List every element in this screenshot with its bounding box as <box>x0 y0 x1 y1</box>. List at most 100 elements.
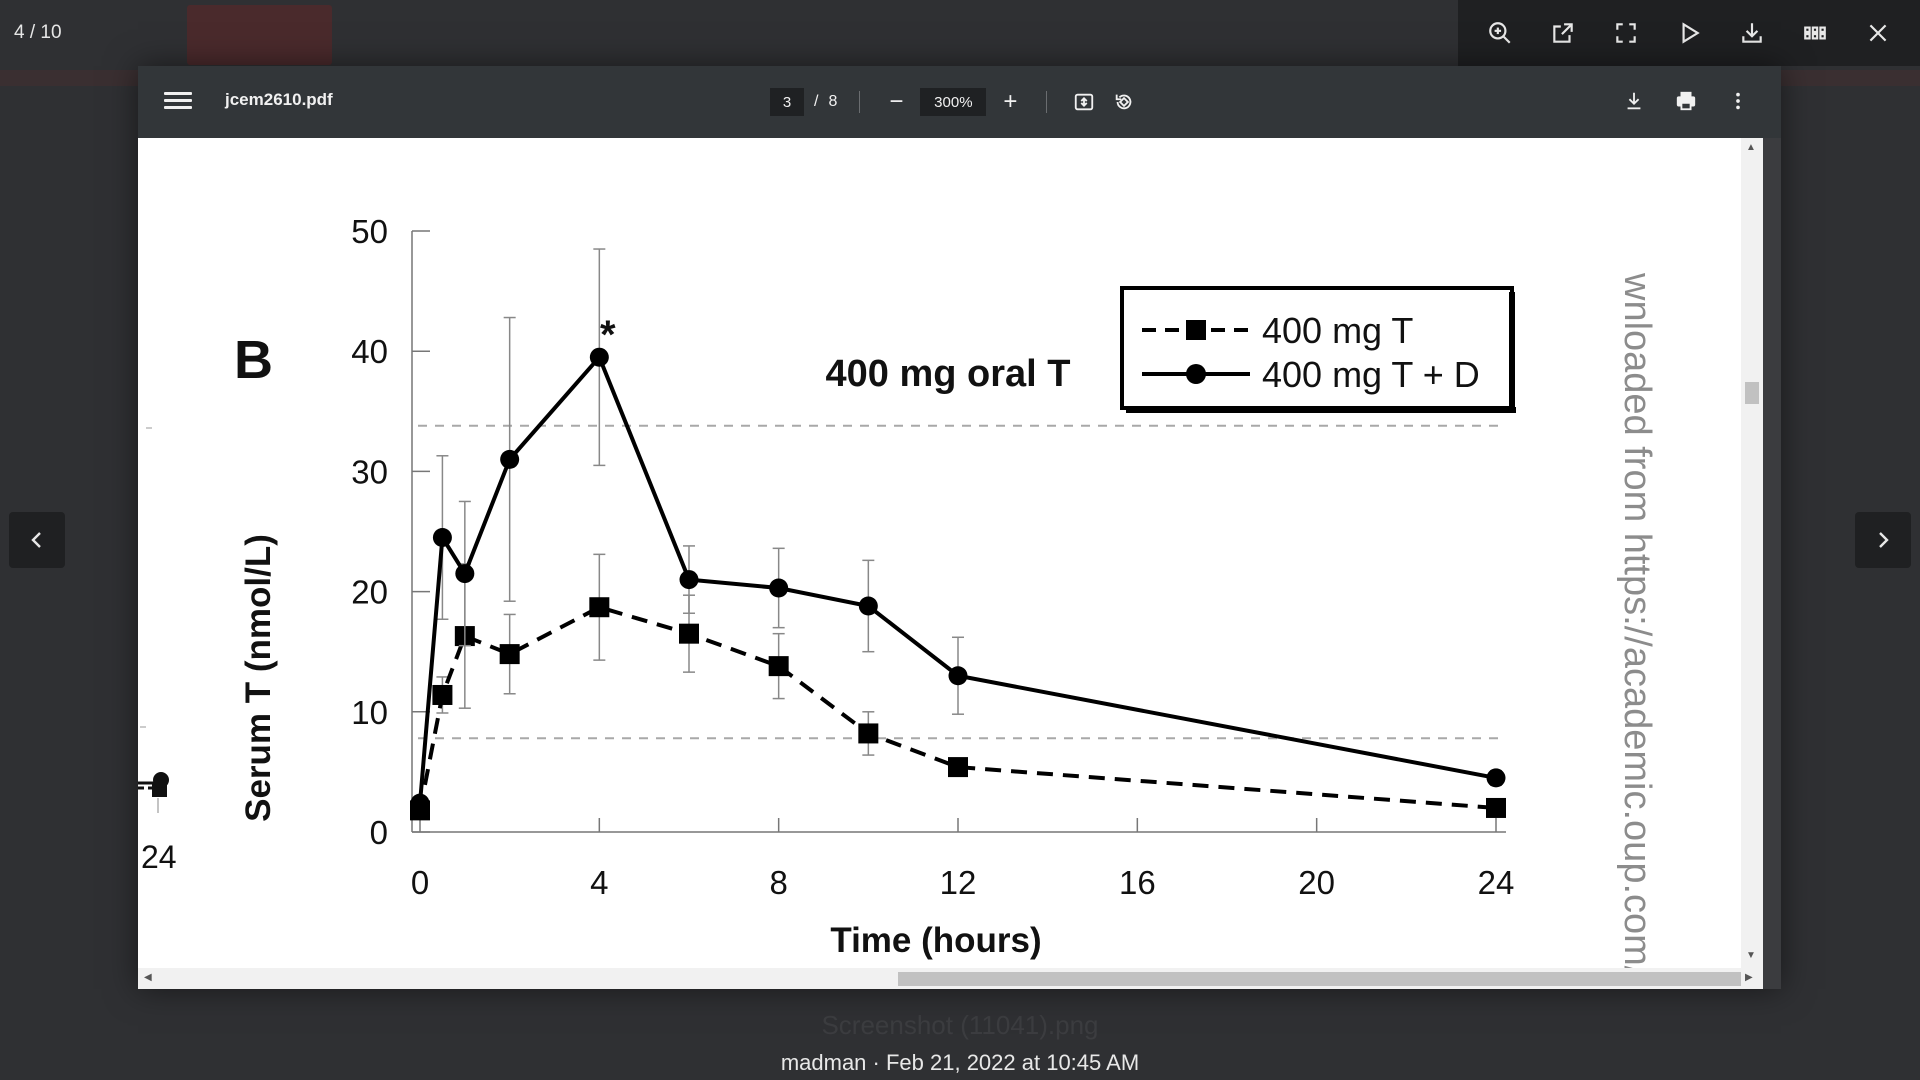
chart-title: 400 mg oral T <box>826 353 1071 395</box>
y-tick-label: 40 <box>351 333 388 370</box>
scroll-right-arrow[interactable]: ▶ <box>1745 972 1753 983</box>
toolbar-divider <box>1046 91 1048 113</box>
data-point-circle <box>410 793 430 813</box>
thumbnails-button[interactable] <box>1793 11 1837 55</box>
data-point-circle <box>948 666 968 686</box>
data-point-circle <box>1486 768 1506 788</box>
zoom-in-button[interactable] <box>1478 11 1522 55</box>
menu-button[interactable] <box>164 88 192 116</box>
panel-label: B <box>234 330 273 390</box>
data-point-circle <box>769 578 789 598</box>
close-button[interactable] <box>1856 11 1900 55</box>
toolbar-divider <box>859 91 861 113</box>
download-icon <box>1627 92 1641 110</box>
legend-marker-square <box>1186 320 1206 340</box>
data-point-circle <box>679 570 699 590</box>
y-tick-label: 0 <box>370 814 388 851</box>
next-image-button[interactable] <box>1855 512 1911 568</box>
series-line <box>418 353 1497 804</box>
y-axis-label: Serum T (nmol/L) <box>239 534 278 822</box>
pdf-filename: jcem2610.pdf <box>225 90 333 109</box>
x-tick-label: 16 <box>1119 864 1156 901</box>
pdf-right-tools <box>1619 86 1753 116</box>
close-icon <box>1870 24 1887 42</box>
y-tick-label: 50 <box>351 213 388 250</box>
horizontal-scroll-thumb[interactable] <box>898 972 1741 986</box>
significance-marker: * <box>600 313 616 357</box>
download-icon <box>1742 23 1762 43</box>
rotate-button[interactable] <box>1109 87 1139 117</box>
previous-image-button[interactable] <box>9 512 65 568</box>
lightbox-toolbar <box>1458 0 1920 66</box>
scroll-up-arrow[interactable]: ▲ <box>1746 142 1756 153</box>
grid-icon <box>1804 26 1827 40</box>
series-t-plus-d <box>410 248 1506 813</box>
y-tick-label: 10 <box>351 694 388 731</box>
data-point-square <box>432 684 453 705</box>
zoom-in-button[interactable]: + <box>1003 88 1018 115</box>
pdf-toolbar: jcem2610.pdf / 8 − + <box>138 66 1781 138</box>
menu-icon-bar <box>164 92 192 95</box>
series-line <box>418 605 1497 811</box>
fullscreen-button[interactable] <box>1604 11 1648 55</box>
open-external-icon <box>1552 23 1573 43</box>
fit-page-button[interactable] <box>1069 87 1099 117</box>
rotate-icon <box>1116 94 1132 110</box>
series-layer <box>410 248 1506 821</box>
image-caption: madman · Feb 21, 2022 at 10:45 AM <box>780 1050 1140 1075</box>
x-tick-label: 20 <box>1298 864 1335 901</box>
print-icon <box>1676 91 1696 111</box>
image-counter: 4 / 10 <box>14 22 62 43</box>
data-point-circle <box>455 564 475 584</box>
scroll-down-arrow[interactable]: ▼ <box>1746 950 1756 961</box>
horizontal-scrollbar[interactable]: ◀ ▶ <box>138 968 1763 989</box>
vertical-scroll-thumb[interactable] <box>1745 382 1759 404</box>
print-button[interactable] <box>1671 86 1701 116</box>
legend-box <box>1120 286 1514 410</box>
fit-page-icon <box>1075 93 1094 111</box>
data-point-circle <box>500 449 520 469</box>
data-point-circle <box>858 596 878 616</box>
y-tick-label: 30 <box>351 453 388 490</box>
chevron-left-icon <box>31 532 41 548</box>
legend-label: 400 mg T <box>1262 310 1413 351</box>
more-options-button[interactable] <box>1723 86 1753 116</box>
scroll-left-arrow[interactable]: ◀ <box>144 972 152 983</box>
page-number-input[interactable] <box>770 88 804 116</box>
legend-marker-circle <box>1186 364 1206 384</box>
pk-chart: 24 B * 400 mg oral T Time (hours) Serum … <box>138 213 1658 968</box>
data-point-square <box>589 597 610 618</box>
more-vertical-icon <box>1736 92 1740 110</box>
data-point-square <box>1486 797 1506 818</box>
background-caption: Screenshot (11041).png <box>821 1010 1099 1040</box>
data-point-square <box>768 656 789 677</box>
series-t <box>410 553 1506 821</box>
page-total: 8 <box>828 93 838 110</box>
x-tick-label: 8 <box>769 864 787 901</box>
zoom-level-input[interactable] <box>920 88 987 116</box>
menu-icon-bar <box>164 106 192 109</box>
pdf-download-button[interactable] <box>1619 86 1649 116</box>
pdf-viewer: jcem2610.pdf / 8 − + <box>138 66 1781 989</box>
download-button[interactable] <box>1730 11 1774 55</box>
pdf-page: 24 B * 400 mg oral T Time (hours) Serum … <box>138 138 1741 968</box>
x-tick-label: 24 <box>1478 864 1515 901</box>
open-external-button[interactable] <box>1541 11 1585 55</box>
fullscreen-icon <box>1616 23 1636 43</box>
data-point-square <box>499 644 520 665</box>
chevron-right-icon <box>1879 532 1889 548</box>
data-point-square <box>948 757 968 778</box>
x-axis-label: Time (hours) <box>830 921 1041 960</box>
reference-lines <box>418 424 1503 740</box>
x-tick-label: 0 <box>411 864 429 901</box>
play-icon <box>1682 22 1700 44</box>
slideshow-button[interactable] <box>1667 11 1711 55</box>
background-banner <box>187 5 332 65</box>
page-separator: / <box>814 93 819 110</box>
zoom-out-button[interactable]: − <box>889 88 904 115</box>
data-point-square <box>858 723 879 744</box>
data-point-circle <box>589 347 609 367</box>
fragment-marker <box>153 772 169 788</box>
vertical-scrollbar[interactable]: ▲ ▼ <box>1741 138 1763 968</box>
